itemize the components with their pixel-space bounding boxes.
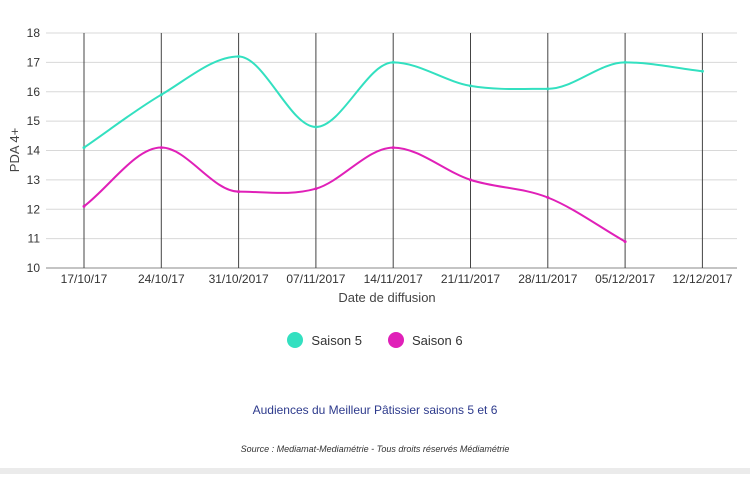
- x-axis-title: Date de diffusion: [338, 290, 435, 305]
- x-tick-label: 21/11/2017: [441, 272, 500, 286]
- legend-marker-saison-5: [287, 332, 304, 348]
- y-tick-label: 12: [27, 202, 41, 216]
- data-point[interactable]: [237, 190, 241, 194]
- data-point[interactable]: [391, 60, 395, 64]
- x-tick-label: 31/10/2017: [209, 272, 269, 286]
- y-tick-label: 17: [27, 55, 41, 69]
- data-point[interactable]: [546, 87, 550, 91]
- data-point[interactable]: [159, 93, 163, 97]
- series-line-saison-5: [83, 55, 703, 149]
- data-point[interactable]: [237, 55, 241, 58]
- legend-label-saison-6: Saison 6: [412, 332, 463, 348]
- data-point[interactable]: [546, 196, 550, 199]
- y-tick-label: 10: [27, 261, 41, 275]
- chart-legend: Saison 5 Saison 6: [0, 332, 750, 348]
- data-point[interactable]: [314, 187, 318, 191]
- chart-grid: [46, 32, 737, 269]
- chart-caption: Audiences du Meilleur Pâtissier saisons …: [252, 403, 498, 417]
- y-tick-label: 16: [27, 85, 41, 99]
- legend-marker-saison-6: [388, 332, 404, 348]
- data-point[interactable]: [700, 69, 704, 73]
- x-tick-label: 17/10/17: [61, 272, 108, 286]
- x-tick-label: 24/10/17: [138, 272, 185, 286]
- data-point[interactable]: [469, 178, 472, 182]
- x-tick-label: 05/12/2017: [595, 272, 655, 286]
- y-tick-label: 11: [28, 232, 41, 246]
- x-tick-label: 12/12/2017: [672, 272, 732, 286]
- y-axis-title: PDA 4+: [7, 128, 22, 172]
- line-chart: 10 11 12 13 14 15 16 17 18 17/10/17 24/10/17 31/10/…: [7, 26, 737, 305]
- y-tick-label: 18: [27, 26, 41, 40]
- x-tick-label: 14/11/2017: [364, 272, 423, 286]
- data-point[interactable]: [314, 125, 318, 129]
- y-tick-label: 15: [27, 114, 41, 128]
- data-point[interactable]: [159, 146, 163, 150]
- legend-label-saison-5: Saison 5: [311, 332, 362, 348]
- chart-series: [82, 55, 704, 244]
- data-point[interactable]: [469, 84, 472, 88]
- x-tick-label: 07/11/2017: [286, 272, 345, 286]
- data-point[interactable]: [82, 146, 86, 150]
- data-point[interactable]: [391, 146, 395, 150]
- legend-item-saison-5[interactable]: Saison 5: [287, 332, 362, 348]
- series-line-saison-6: [83, 146, 626, 243]
- x-tick-label: 28/11/2017: [518, 272, 577, 286]
- bottom-divider: [0, 468, 750, 474]
- data-point[interactable]: [82, 204, 86, 208]
- data-point[interactable]: [623, 240, 627, 244]
- y-tick-label: 14: [27, 144, 41, 158]
- legend-item-saison-6[interactable]: Saison 6: [388, 332, 463, 348]
- y-tick-label: 13: [27, 173, 41, 187]
- chart-ticks: 10 11 12 13 14 15 16 17 18 17/10/17 24/10/17 31/10/…: [27, 26, 733, 286]
- source-note: Source : Mediamat-Mediamétrie - Tous dro…: [240, 444, 510, 454]
- data-point[interactable]: [623, 60, 627, 64]
